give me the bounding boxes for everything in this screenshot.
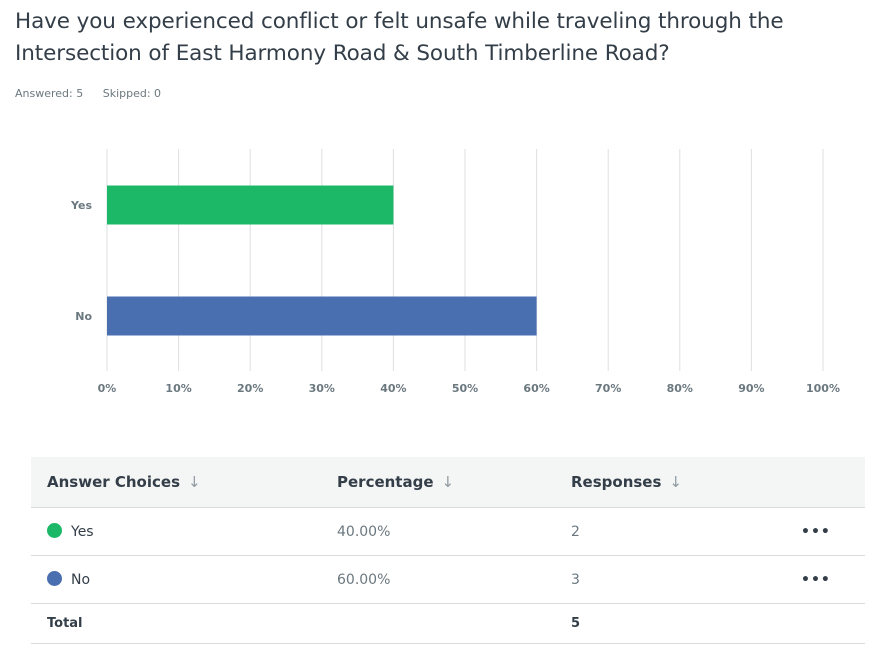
- percentage-cell: 60.00%: [337, 555, 571, 604]
- percentage-cell: 40.00%: [337, 507, 571, 556]
- x-tick-label: 60%: [523, 382, 549, 395]
- x-tick-label: 80%: [667, 382, 693, 395]
- bar-yes[interactable]: [107, 185, 394, 225]
- legend-dot: [47, 571, 62, 586]
- choice-label: Yes: [71, 523, 94, 540]
- response-stats: Answered: 5 Skipped: 0: [15, 87, 161, 100]
- x-tick-label: 50%: [452, 382, 478, 395]
- choice-label: No: [71, 571, 91, 588]
- header-empty: [801, 457, 865, 508]
- x-tick-label: 100%: [806, 382, 840, 395]
- total-row: Total 5: [31, 603, 865, 644]
- responses-cell: 3: [571, 555, 801, 604]
- more-options-icon[interactable]: •••: [801, 571, 831, 588]
- answer-table: Answer Choices ↓ Percentage ↓ Responses ↓ Y…: [31, 457, 865, 644]
- bar-no[interactable]: [107, 296, 537, 336]
- choice-cell: Yes: [31, 507, 337, 556]
- x-tick-label: 0%: [98, 382, 117, 395]
- arrow-down-icon[interactable]: ↓: [441, 473, 455, 491]
- legend-dot: [47, 523, 62, 538]
- question-title: Have you experienced conflict or felt un…: [15, 9, 784, 66]
- bar-chart: 0% 10% 20% 30% 40% 50% 60% 70% 80% 90% 100% Yes No: [70, 149, 840, 395]
- category-label: Yes: [70, 199, 92, 212]
- x-tick-label: 30%: [309, 382, 335, 395]
- x-tick-label: 20%: [237, 382, 263, 395]
- x-tick-label: 90%: [738, 382, 764, 395]
- skipped-count: Skipped: 0: [102, 87, 162, 100]
- more-options-icon[interactable]: •••: [801, 523, 831, 540]
- table-row: Yes 40.00% 2 •••: [31, 507, 865, 556]
- choice-cell: No: [31, 555, 337, 604]
- table-row: No 60.00% 3 •••: [31, 555, 865, 604]
- x-tick-label: 10%: [165, 382, 191, 395]
- responses-cell: 2: [571, 507, 801, 556]
- category-label: No: [75, 310, 92, 323]
- arrow-down-icon[interactable]: ↓: [669, 473, 682, 491]
- x-tick-label: 70%: [595, 382, 621, 395]
- arrow-down-icon[interactable]: ↓: [188, 473, 201, 491]
- x-tick-label: 40%: [380, 382, 406, 395]
- answered-count: Answered: 5: [15, 87, 84, 100]
- header-answer-choices[interactable]: Answer Choices ↓: [31, 457, 337, 508]
- header-percentage[interactable]: Percentage ↓: [337, 457, 571, 508]
- header-responses[interactable]: Responses ↓: [571, 457, 801, 508]
- table-header-row: Answer Choices ↓ Percentage ↓ Responses ↓: [31, 457, 865, 508]
- total-label: Total: [31, 603, 337, 644]
- total-value: 5: [571, 603, 801, 644]
